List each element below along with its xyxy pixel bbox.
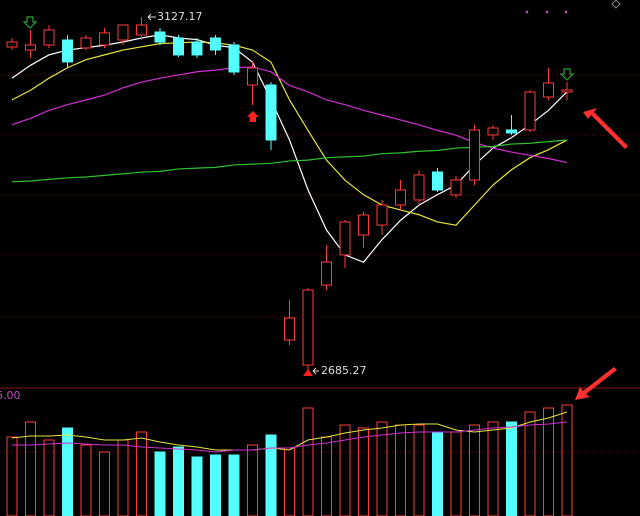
volume-bar	[358, 427, 369, 516]
callout-arrow	[583, 108, 628, 149]
plot	[6, 16, 573, 516]
candle-body	[80, 37, 92, 49]
candle-body	[543, 82, 554, 98]
candle-body	[524, 91, 536, 131]
candle-body	[302, 289, 314, 366]
volume-bar	[154, 451, 166, 516]
volume-bar	[191, 456, 203, 516]
volume-bar	[339, 424, 351, 516]
candle-body	[450, 179, 462, 196]
candle-body	[43, 29, 55, 46]
volume-bar	[25, 421, 36, 516]
candle-body	[154, 31, 166, 43]
volume-bar	[136, 431, 147, 516]
volume-bar	[99, 451, 110, 516]
candle-body	[265, 84, 277, 141]
candle-body	[413, 174, 425, 201]
dot	[525, 10, 529, 14]
low-pointer	[312, 367, 319, 375]
candle-body	[469, 129, 480, 181]
candle-body	[228, 44, 240, 73]
dot	[564, 10, 568, 14]
grid	[0, 74, 640, 453]
candle-body	[561, 89, 573, 93]
candle-body	[358, 214, 369, 236]
candle-body	[395, 189, 406, 206]
volume-bar	[247, 444, 258, 516]
callout-arrow	[575, 367, 617, 400]
volume-bar	[62, 427, 73, 516]
candle-body	[6, 41, 18, 48]
candle-body	[432, 171, 443, 191]
ma-line	[11, 41, 568, 226]
candle-body	[210, 37, 221, 51]
volume-bar	[6, 436, 18, 516]
volume-bar	[173, 446, 184, 516]
volume-bar	[80, 444, 92, 516]
volume-label: 6.00	[0, 389, 21, 402]
volume-bar	[302, 407, 314, 516]
volume-bar	[432, 431, 443, 516]
ma-line	[12, 421, 568, 453]
low-marker	[303, 369, 313, 376]
candle-body	[487, 127, 499, 136]
volume-bar	[210, 454, 221, 516]
volume-bar	[43, 439, 55, 516]
candle-body	[191, 41, 203, 56]
volume-bar	[561, 404, 573, 516]
volume-bar	[487, 421, 499, 516]
low-label: 2685.27	[321, 364, 367, 377]
candle-body	[247, 67, 258, 86]
down-arrow	[22, 16, 38, 29]
down-arrow	[559, 68, 575, 81]
candle-body	[339, 221, 351, 256]
ma-line	[11, 411, 568, 451]
signal-arrows	[22, 16, 575, 81]
volume-bar	[543, 407, 554, 516]
volume-bar	[506, 421, 517, 516]
volume-bar	[265, 434, 277, 516]
candle-body	[376, 204, 388, 226]
top-dots	[525, 10, 568, 14]
high-pointer	[147, 13, 156, 21]
candle-body	[117, 24, 129, 41]
volume-bar	[469, 424, 480, 516]
candle-body	[25, 44, 36, 51]
candle-body	[321, 261, 332, 286]
volume-bar	[413, 424, 425, 516]
volume-bar	[524, 411, 536, 516]
candle-body	[506, 129, 517, 134]
dot	[545, 10, 549, 14]
volume-bar	[228, 454, 240, 516]
candle-body	[99, 32, 110, 46]
diamond-icon	[611, 0, 621, 9]
candle-body	[284, 317, 295, 341]
candle-body	[136, 24, 147, 36]
candle-body	[62, 39, 73, 63]
candle-body	[173, 37, 184, 56]
high-label: 3127.17	[157, 10, 203, 23]
callouts	[575, 108, 628, 400]
up-arrow	[247, 111, 259, 122]
volume-bar	[376, 421, 388, 516]
